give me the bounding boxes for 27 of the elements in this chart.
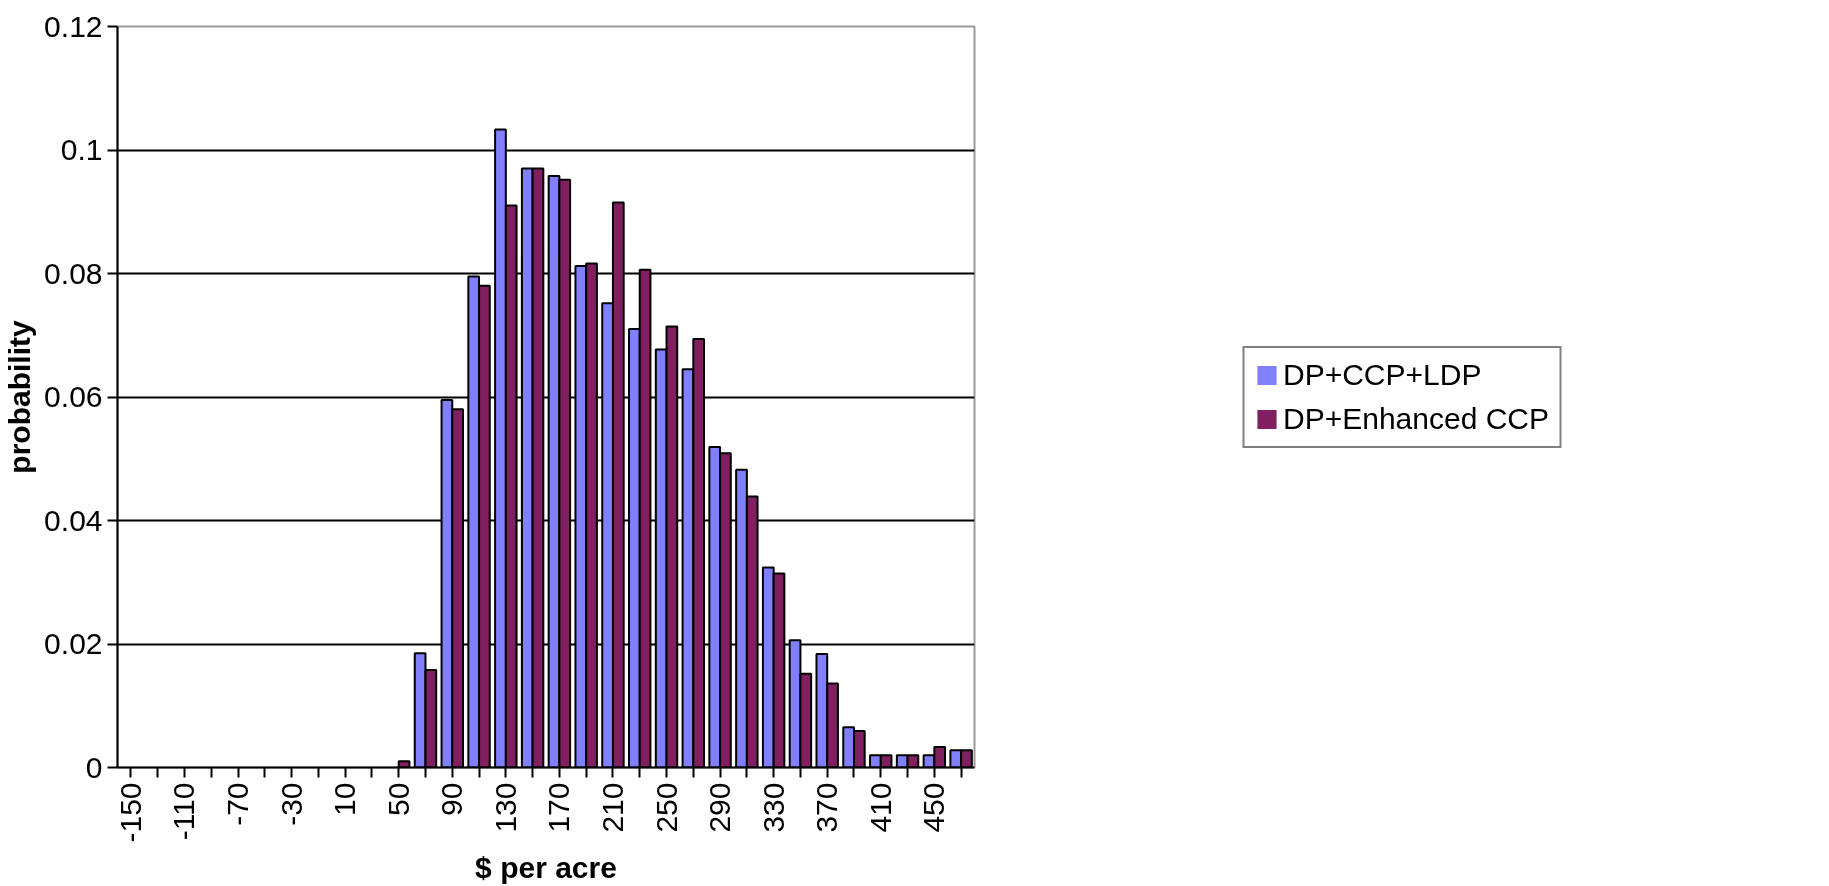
x-tick-label: 250 xyxy=(649,782,683,833)
x-tick-label: 210 xyxy=(595,782,629,833)
x-tick-label: -110 xyxy=(167,782,201,841)
x-tick-label: 290 xyxy=(703,782,737,833)
x-tick-label: -150 xyxy=(113,782,147,843)
y-tick-label: 0.04 xyxy=(44,503,103,537)
x-tick-label: 450 xyxy=(917,782,951,833)
y-tick-label: 0.02 xyxy=(44,627,103,660)
x-tick-label: 410 xyxy=(863,782,897,833)
x-tick-label: 50 xyxy=(381,782,415,816)
x-tick-label: -30 xyxy=(274,782,308,826)
y-axis-title: probability xyxy=(3,320,37,474)
legend-label: DP+CCP+LDP xyxy=(1283,357,1482,392)
x-tick-label: 330 xyxy=(756,782,790,833)
x-axis-title: $ per acre xyxy=(475,850,617,884)
y-tick-label: 0.1 xyxy=(60,133,103,166)
legend-label: DP+Enhanced CCP xyxy=(1283,401,1549,436)
x-tick-label: 90 xyxy=(435,782,469,816)
x-tick-label: 10 xyxy=(328,782,362,816)
y-tick-label: 0.08 xyxy=(44,256,103,290)
x-tick-label: 170 xyxy=(542,782,576,833)
y-tick-label: 0.06 xyxy=(44,380,103,413)
y-tick-label: 0 xyxy=(85,750,103,784)
x-tick-label: 370 xyxy=(810,782,844,833)
x-tick-label: -70 xyxy=(221,782,255,826)
y-tick-label: 0.12 xyxy=(44,9,103,43)
x-tick-label: 130 xyxy=(488,782,522,833)
